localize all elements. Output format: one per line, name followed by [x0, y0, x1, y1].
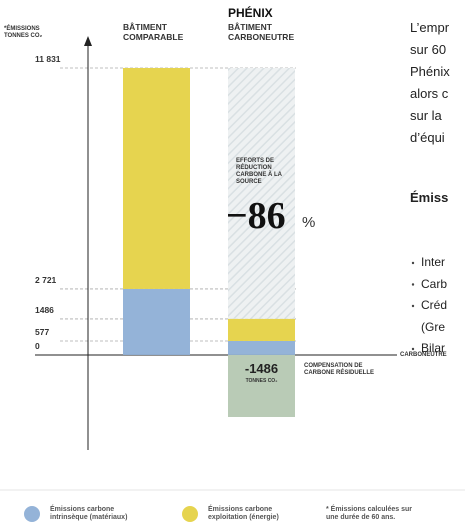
paragraph-line: alors c — [410, 86, 449, 101]
reduction-area — [228, 68, 295, 319]
category-label: BÂTIMENT CARBONEUTRE — [228, 22, 295, 42]
reduction-unit: % — [302, 214, 316, 231]
reduction-value: −86 — [226, 195, 286, 237]
section-heading: Émiss — [410, 190, 449, 205]
bullet-text: (Gre — [421, 319, 445, 334]
paragraph-line: sur la — [410, 108, 442, 123]
bar-segment — [123, 288, 190, 355]
bullet — [411, 283, 415, 286]
y-tick-label: 577 — [35, 326, 50, 337]
footnote: * Émissions calculées sur une durée de 6… — [326, 506, 412, 521]
paragraph-line: d’équi — [410, 130, 445, 145]
legend-swatch — [182, 506, 198, 522]
y-axis-arrow — [84, 36, 92, 46]
bullet — [411, 347, 415, 351]
legend-label: Émissions carbone intrinsèque (matériaux… — [50, 506, 128, 521]
y-tick-label: 11 831 — [35, 54, 61, 64]
paragraph-line: Phénix — [410, 64, 450, 79]
compensation-unit: TONNES CO₂ — [245, 377, 278, 384]
y-tick-label: 0 — [35, 340, 40, 351]
legend-swatch — [24, 506, 40, 522]
paragraph-line: L’empr — [410, 20, 450, 35]
compensation-bar — [228, 354, 295, 417]
bullet-text: Bilar — [421, 341, 446, 355]
bar-segment — [228, 340, 295, 355]
y-axis-label: *ÉMISSIONS TONNES CO₂ — [4, 26, 43, 39]
baseline-label: CARBONEUTRE — [400, 351, 447, 358]
bullet — [411, 304, 415, 308]
legend-label: Émissions carbone exploitation (énergie) — [208, 506, 279, 521]
paragraph-line: sur 60 — [410, 42, 447, 57]
bullet-text: Créd — [421, 298, 448, 312]
compensation-value: -1486 — [244, 360, 279, 376]
bullet — [411, 261, 415, 265]
compensation-text: COMPENSATION DE CARBONE RÉSIDUELLE — [304, 362, 375, 376]
highlight-label: PHÉNIX — [228, 6, 273, 20]
reduction-text: EFFORTS DE RÉDUCTION CARBONE À LA SOURCE — [236, 158, 282, 185]
y-tick-label: 2 721 — [35, 274, 57, 285]
y-tick-label: 1486 — [35, 304, 54, 315]
bar-segment — [228, 318, 295, 341]
bullet-text: Inter — [421, 255, 446, 269]
bar-segment — [123, 68, 190, 289]
bullet-text: Carb — [421, 276, 448, 291]
category-label: BÂTIMENT COMPARABLE — [123, 22, 184, 42]
